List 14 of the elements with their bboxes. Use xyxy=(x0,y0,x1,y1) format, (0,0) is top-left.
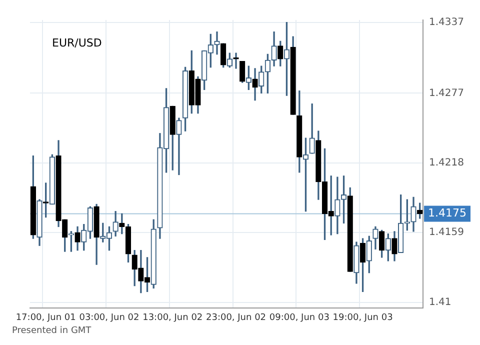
x-tick-label: 19:00, Jun 03 xyxy=(332,312,393,323)
text: EUR/USD xyxy=(52,36,102,50)
y-tick-label: 1.41 xyxy=(429,296,452,308)
x-tick-label: 03:00, Jun 02 xyxy=(79,312,140,323)
text: Presented in GMT xyxy=(12,326,92,336)
y-tick-label: 1.4277 xyxy=(429,88,464,99)
x-tick-label: 17:00, Jun 01 xyxy=(16,312,76,323)
x-tick-label: 23:00, Jun 02 xyxy=(206,312,266,323)
ref-line-label: 1.4175 xyxy=(428,206,467,220)
y-tick-label: 1.4159 xyxy=(429,227,464,238)
x-tick-label: 13:00, Jun 02 xyxy=(142,312,203,323)
y-tick-label: 1.4218 xyxy=(429,158,464,169)
y-tick-label: 1.4337 xyxy=(429,16,464,28)
x-tick-label: 09:00, Jun 03 xyxy=(269,312,330,323)
